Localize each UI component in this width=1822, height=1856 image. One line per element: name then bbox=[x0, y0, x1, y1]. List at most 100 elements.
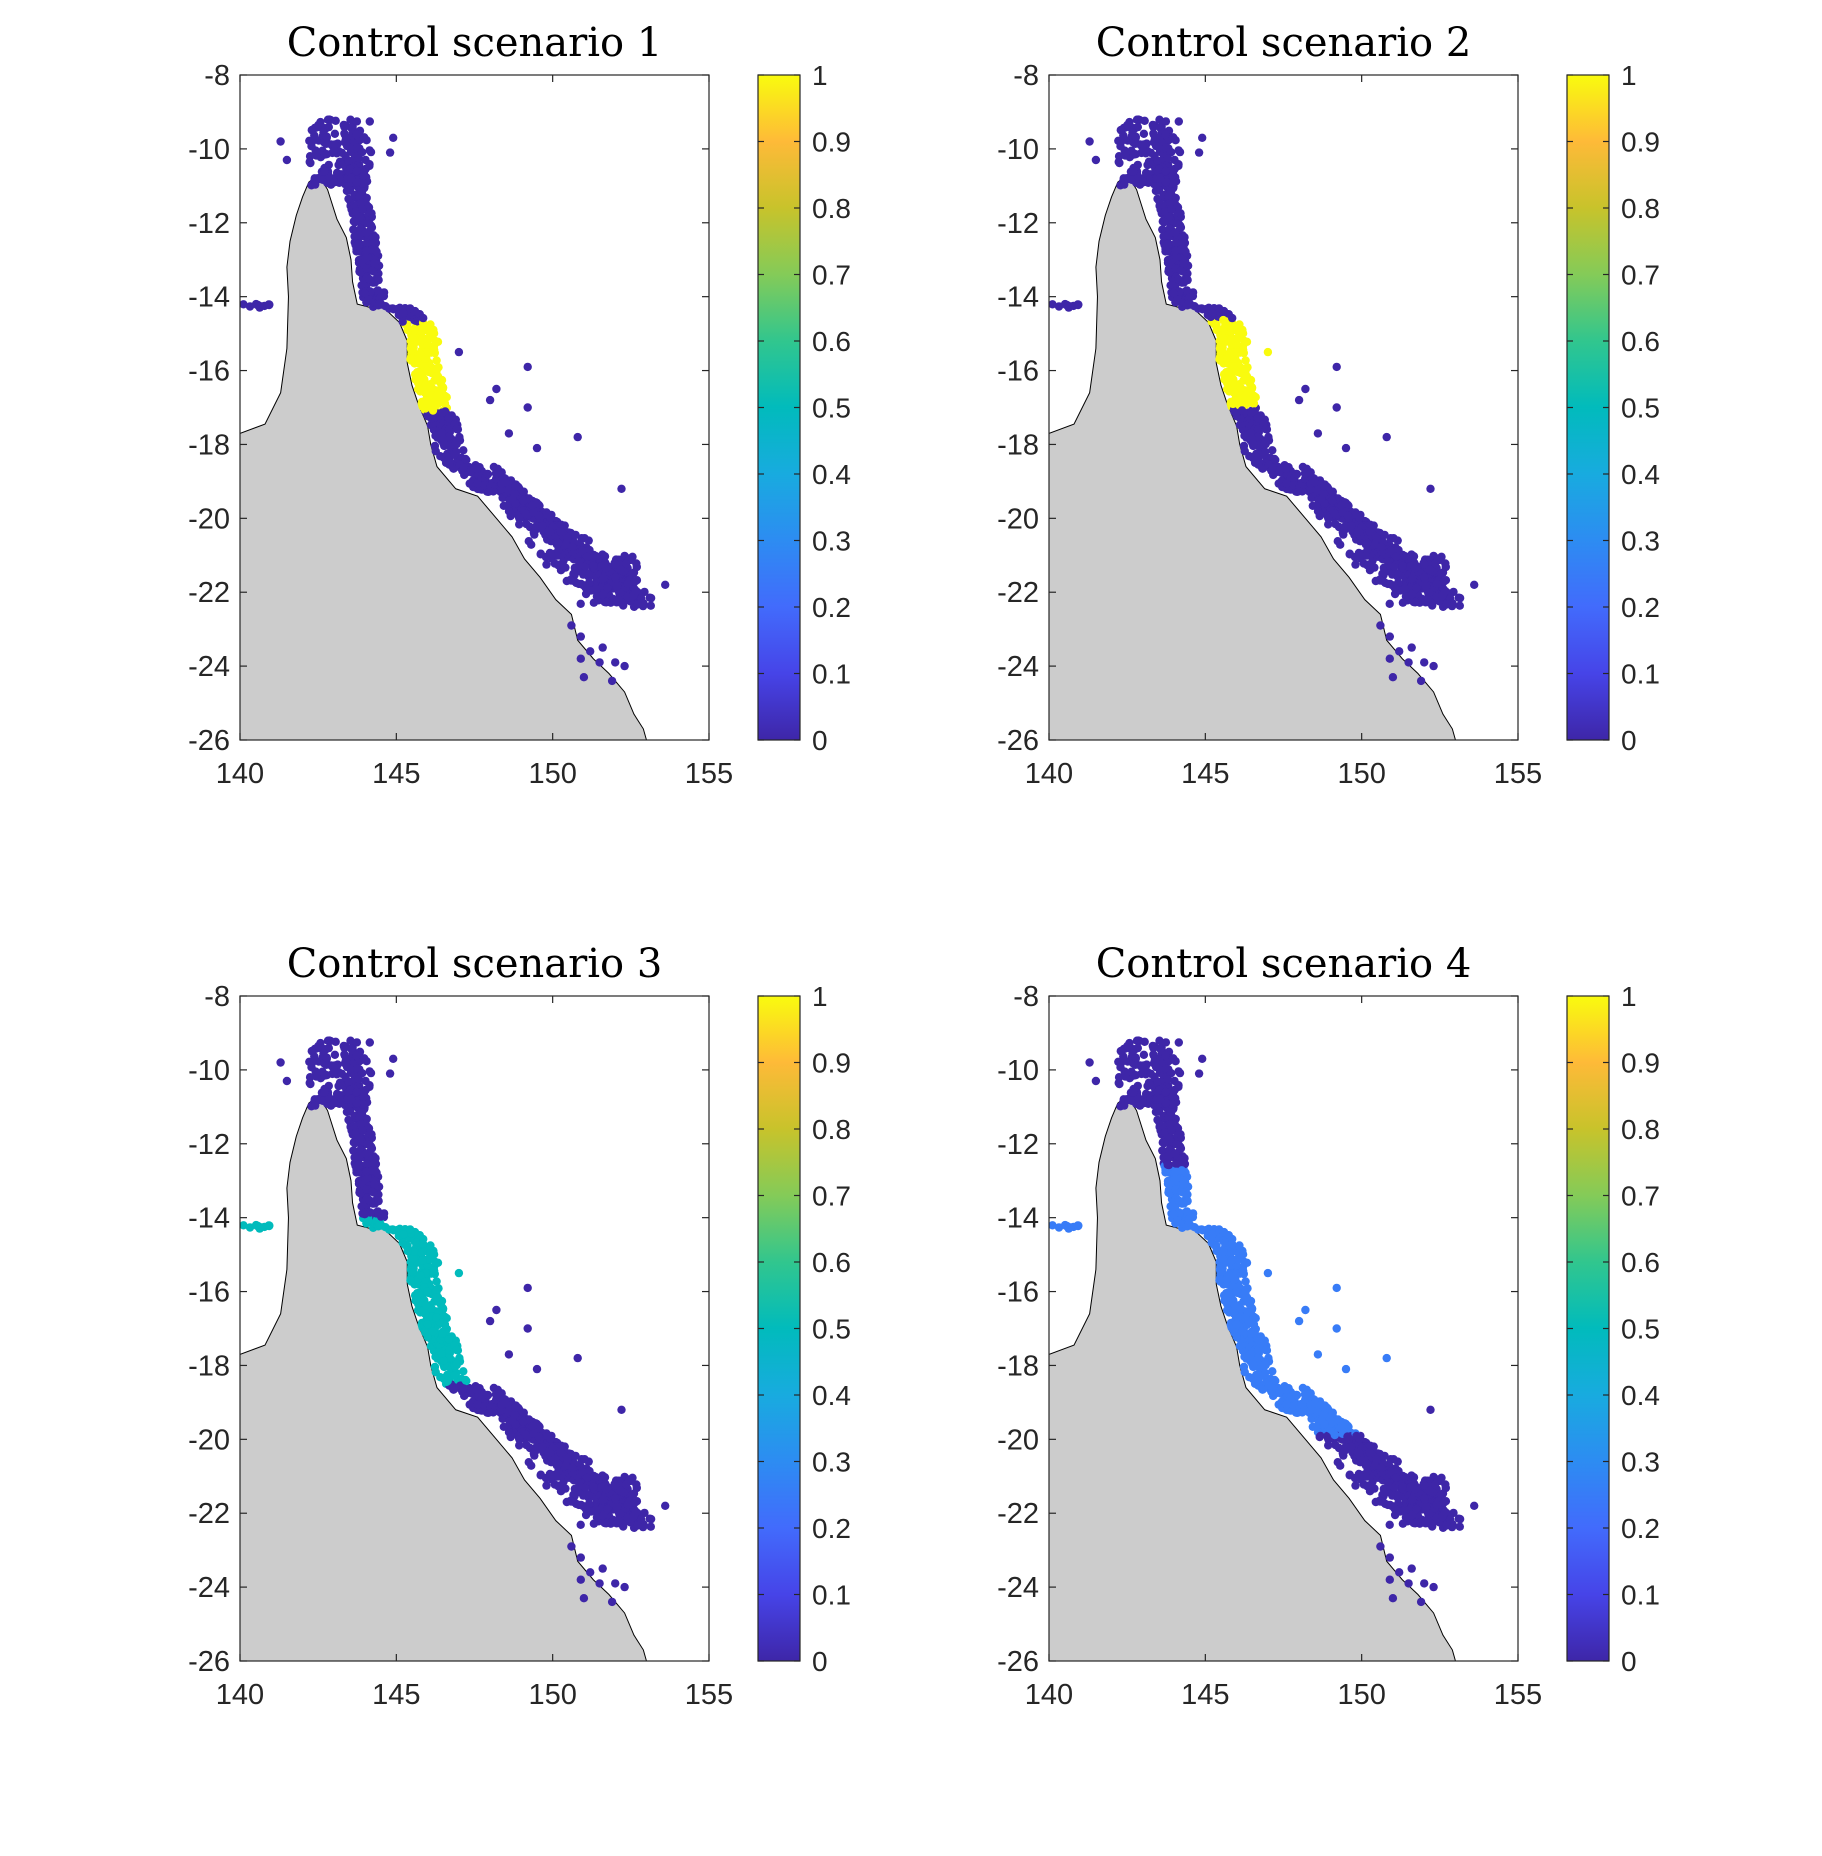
reef-point bbox=[1139, 1061, 1149, 1070]
reef-point bbox=[580, 534, 589, 543]
reef-point bbox=[617, 1405, 626, 1415]
reef-point bbox=[493, 468, 502, 477]
reef-point bbox=[1442, 600, 1452, 609]
reef-point bbox=[631, 586, 641, 596]
reef-point bbox=[1385, 632, 1395, 641]
reef-point bbox=[1174, 1081, 1183, 1090]
reef-point bbox=[1127, 1096, 1137, 1106]
reef-point bbox=[1183, 275, 1192, 285]
reef-point bbox=[354, 154, 364, 163]
reef-point bbox=[1184, 1220, 1193, 1229]
reef-point bbox=[568, 542, 577, 552]
reef-point bbox=[423, 1320, 432, 1329]
y-tick-label: -26 bbox=[188, 725, 230, 757]
reef-point bbox=[454, 347, 464, 357]
reef-point bbox=[416, 1271, 425, 1280]
chart-title: Control scenario 1 bbox=[287, 20, 663, 66]
colorbar-tick-label: 0.5 bbox=[812, 1314, 851, 1345]
colorbar-tick-label: 1 bbox=[812, 60, 828, 91]
reef-point bbox=[586, 1568, 595, 1577]
reef-point bbox=[368, 245, 377, 254]
reef-point bbox=[368, 1166, 377, 1175]
reef-point bbox=[1160, 207, 1170, 216]
reef-point bbox=[603, 583, 612, 593]
colorbar-tick-label: 0.2 bbox=[812, 1513, 851, 1544]
reef-point bbox=[240, 1221, 248, 1230]
reef-point bbox=[416, 350, 425, 359]
reef-point bbox=[330, 1050, 340, 1060]
reef-point bbox=[354, 1151, 364, 1161]
reef-point bbox=[472, 1385, 482, 1395]
reef-point bbox=[568, 1463, 577, 1473]
reef-point bbox=[1355, 513, 1364, 522]
reef-point bbox=[1176, 266, 1186, 275]
reef-point bbox=[431, 1368, 440, 1377]
reef-point bbox=[459, 446, 468, 455]
reef-point bbox=[1182, 286, 1192, 295]
reef-point bbox=[519, 487, 528, 496]
reef-point bbox=[1161, 1038, 1171, 1047]
map-panel-2: 140 145 150 155-8-10-12-14-16-18-20-22-24-2… bbox=[997, 20, 1660, 790]
colorbar bbox=[757, 74, 801, 741]
reef-point bbox=[1294, 395, 1304, 405]
reef-point bbox=[1236, 383, 1246, 393]
y-tick-label: -18 bbox=[188, 1350, 230, 1382]
reef-point bbox=[1131, 1053, 1141, 1062]
reef-point bbox=[1160, 1128, 1170, 1137]
reef-point bbox=[485, 1316, 495, 1326]
reef-point bbox=[1425, 565, 1435, 574]
reef-point bbox=[646, 601, 655, 610]
reef-point bbox=[1168, 171, 1177, 180]
reef-point bbox=[452, 438, 462, 448]
colorbar-tick-label: 0.1 bbox=[1621, 659, 1660, 690]
reef-point bbox=[1232, 399, 1241, 408]
reef-point bbox=[367, 1187, 377, 1196]
reef-point bbox=[312, 1069, 322, 1078]
x-tick-label: 140 bbox=[216, 1679, 264, 1711]
reef-point bbox=[1167, 1125, 1176, 1135]
reef-point bbox=[1455, 1514, 1465, 1524]
reef-point bbox=[1388, 673, 1398, 682]
reef-point bbox=[612, 582, 622, 591]
reef-point bbox=[359, 171, 368, 180]
reef-point bbox=[601, 564, 610, 573]
reef-point bbox=[1281, 464, 1291, 474]
reef-point bbox=[1129, 167, 1138, 176]
reef-point bbox=[419, 1234, 428, 1244]
reef-point bbox=[538, 1442, 547, 1452]
reef-point bbox=[631, 1507, 641, 1517]
reef-point bbox=[1377, 542, 1386, 552]
reef-point bbox=[623, 1500, 632, 1510]
reef-point bbox=[576, 1500, 586, 1510]
reef-point bbox=[461, 454, 470, 464]
reef-point bbox=[330, 1067, 339, 1077]
reef-point bbox=[330, 146, 339, 155]
reef-point bbox=[523, 362, 532, 372]
reef-point bbox=[1117, 1057, 1126, 1067]
reef-point bbox=[373, 1207, 383, 1216]
reef-point bbox=[1116, 125, 1126, 135]
reef-point bbox=[276, 137, 285, 146]
reef-point bbox=[320, 1088, 329, 1097]
reef-point bbox=[423, 1287, 432, 1296]
reef-point bbox=[1343, 511, 1352, 520]
reef-point bbox=[1261, 424, 1271, 434]
reef-point bbox=[1420, 658, 1429, 667]
reef-point bbox=[1455, 593, 1465, 603]
reef-point bbox=[1133, 1043, 1143, 1053]
reef-point bbox=[282, 155, 292, 165]
reef-point bbox=[1328, 496, 1337, 505]
reef-point bbox=[1242, 337, 1252, 346]
reef-point bbox=[1221, 374, 1231, 383]
reef-point bbox=[354, 258, 364, 267]
reef-point bbox=[633, 1521, 642, 1530]
reef-point bbox=[362, 238, 372, 247]
reef-point bbox=[405, 1225, 415, 1234]
colorbar-tick-label: 0.8 bbox=[812, 1114, 851, 1145]
reef-point bbox=[399, 1230, 408, 1239]
reef-point bbox=[1139, 140, 1149, 149]
reef-point bbox=[1238, 329, 1248, 338]
y-tick-label: -12 bbox=[188, 208, 230, 240]
reef-point bbox=[598, 590, 608, 599]
reef-point bbox=[1225, 350, 1234, 359]
